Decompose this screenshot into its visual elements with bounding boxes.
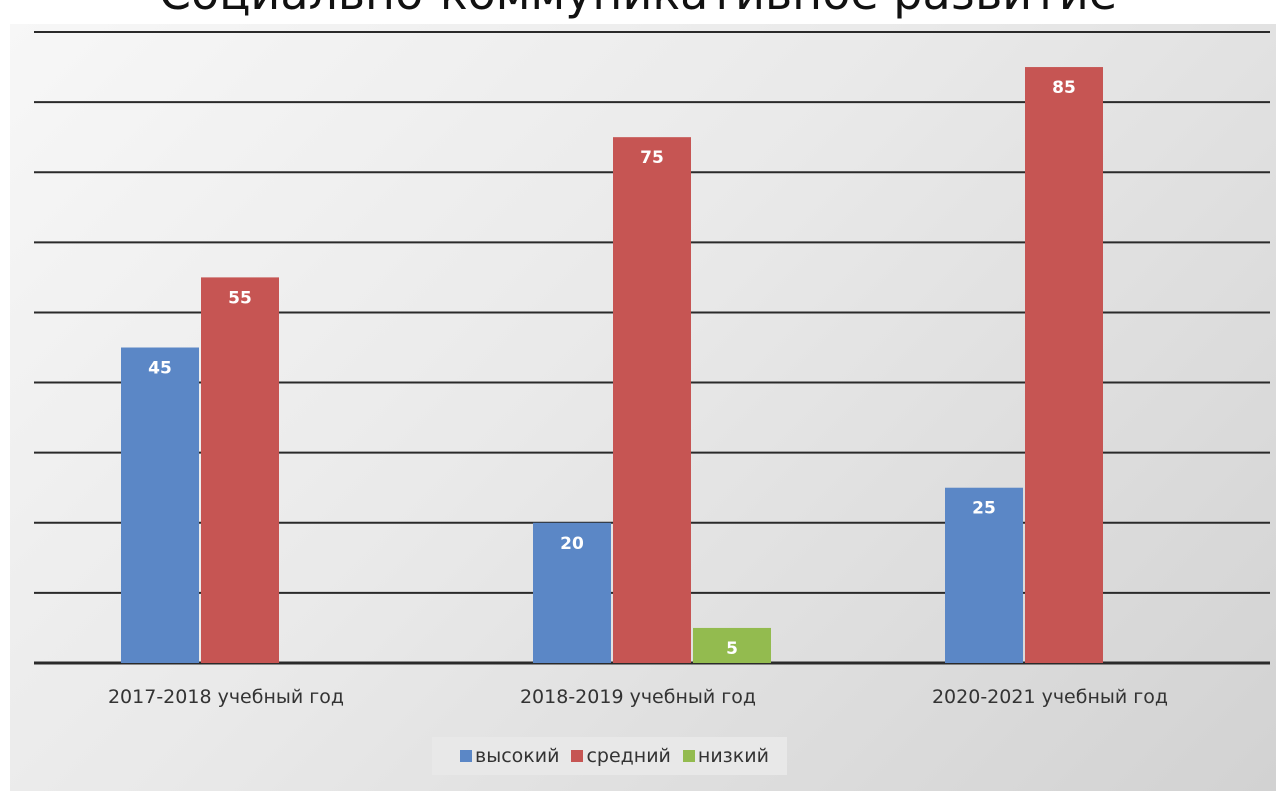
x-tick-label: 2018-2019 учебный год: [520, 686, 756, 708]
legend-label-sredniy: средний: [586, 745, 671, 767]
bar-sredniy: [613, 137, 691, 663]
legend-label-nizkiy: низкий: [697, 745, 769, 767]
bar-vysokiy: [533, 522, 611, 663]
chart-title: Социально-коммуникативное развитие: [0, 0, 1276, 20]
x-tick-label: 2020-2021 учебный год: [932, 686, 1168, 708]
data-label: 20: [560, 534, 584, 554]
data-label: 75: [640, 148, 664, 168]
x-tick-label: 2017-2018 учебный год: [108, 686, 344, 708]
data-label: 5: [726, 639, 738, 659]
bar-vysokiy: [945, 487, 1023, 663]
bar-vysokiy: [121, 347, 199, 663]
legend-item-vysokiy: высокий: [460, 745, 559, 767]
legend-swatch-nizkiy: [682, 750, 695, 762]
data-label: 55: [228, 288, 252, 308]
legend-swatch-sredniy: [571, 750, 584, 762]
legend-label-vysokiy: высокий: [475, 745, 560, 767]
legend: высокий средний низкий: [432, 737, 787, 775]
legend-item-nizkiy: низкий: [682, 745, 769, 767]
legend-swatch-vysokiy: [460, 750, 472, 762]
bar-sredniy: [1025, 67, 1103, 664]
data-label: 85: [1052, 78, 1076, 98]
legend-item-sredniy: средний: [571, 745, 671, 767]
bar-nizkiy: [693, 627, 771, 663]
data-label: 25: [972, 499, 996, 519]
data-label: 45: [148, 359, 172, 379]
bar-sredniy: [201, 277, 279, 663]
